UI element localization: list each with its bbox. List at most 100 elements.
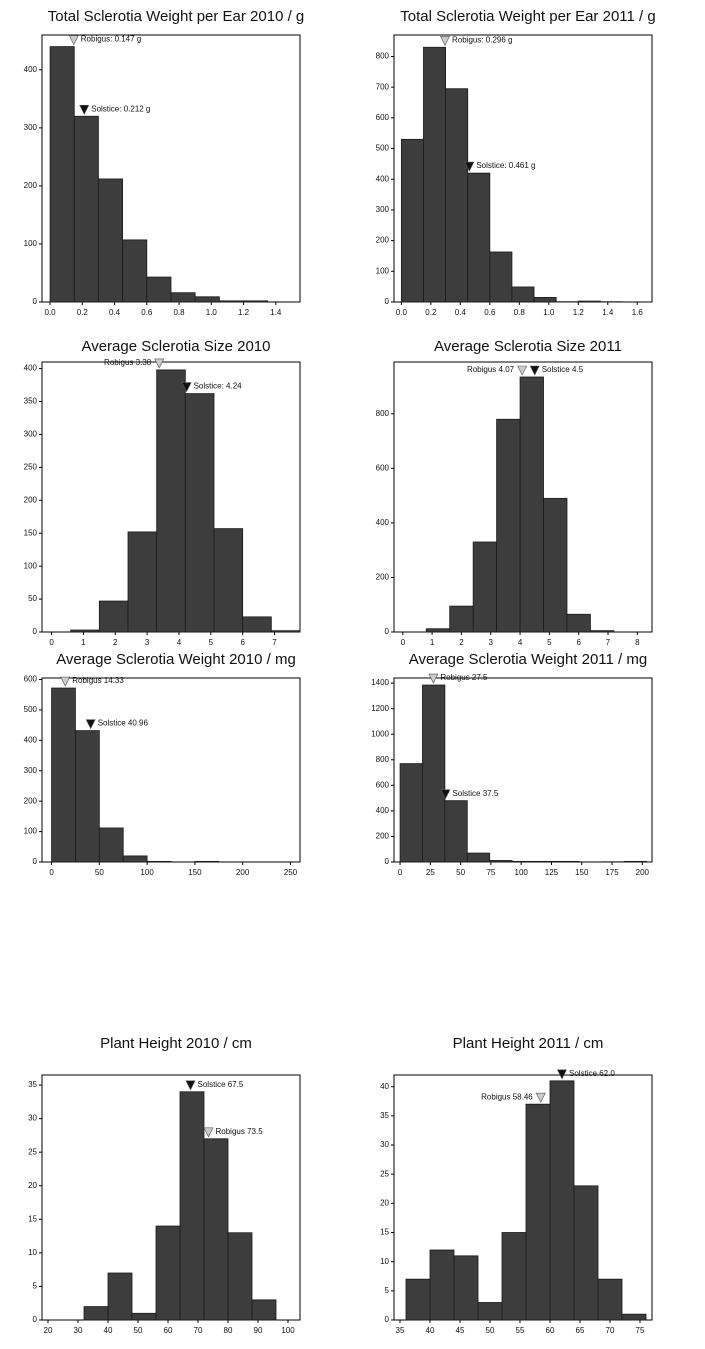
x-tick-label: 30 — [74, 1326, 83, 1335]
bar — [597, 1278, 623, 1321]
bar — [590, 630, 615, 633]
chart-title: Average Sclerotia Size 2010 — [81, 338, 270, 355]
bar — [466, 852, 491, 863]
x-tick-label: 250 — [284, 868, 298, 877]
y-tick-label: 800 — [376, 409, 390, 418]
chart-title: Total Sclerotia Weight per Ear 2010 / g — [48, 8, 305, 25]
y-tick-label: 400 — [24, 364, 38, 373]
y-tick-label: 20 — [380, 1198, 389, 1207]
y-tick-label: 200 — [24, 796, 38, 805]
bar — [423, 46, 447, 303]
bar — [623, 860, 647, 863]
x-tick-label: 1.6 — [632, 308, 644, 317]
x-tick-label: 175 — [605, 868, 619, 877]
x-tick-label: 20 — [44, 1326, 53, 1335]
bar — [429, 1249, 455, 1321]
bar — [399, 763, 423, 863]
y-tick-label: 500 — [24, 705, 38, 714]
marker-triangle — [181, 382, 192, 393]
y-tick-label: 100 — [24, 561, 38, 570]
y-tick-label: 250 — [24, 462, 38, 471]
x-tick-label: 25 — [426, 868, 435, 877]
x-tick-label: 0.2 — [425, 308, 437, 317]
x-tick-label: 6 — [576, 638, 581, 647]
x-tick-label: 0.0 — [45, 308, 57, 317]
x-tick-label: 1.2 — [238, 308, 250, 317]
x-tick-label: 150 — [575, 868, 589, 877]
x-tick-label: 1.0 — [206, 308, 218, 317]
bar — [556, 860, 580, 863]
marker-triangle — [68, 35, 79, 46]
x-tick-label: 50 — [95, 868, 104, 877]
bar — [449, 605, 474, 633]
marker-triangle — [60, 676, 71, 687]
bar — [194, 860, 220, 863]
annotation-label: Robigus: 0.296 g — [452, 35, 512, 44]
bar — [444, 800, 468, 863]
bar — [525, 1103, 551, 1321]
x-tick-label: 200 — [636, 868, 650, 877]
x-tick-label: 200 — [236, 868, 250, 877]
bar — [496, 418, 521, 633]
y-tick-label: 30 — [28, 1114, 37, 1123]
annotation-label: Solstice 67.5 — [198, 1080, 244, 1089]
bar — [400, 138, 424, 303]
marker-triangle — [440, 789, 451, 800]
bar — [73, 115, 99, 303]
bar — [422, 684, 446, 863]
x-tick-label: 0.6 — [141, 308, 153, 317]
y-tick-label: 300 — [24, 766, 38, 775]
x-tick-label: 0.2 — [77, 308, 89, 317]
bar — [70, 629, 100, 633]
bar — [83, 1306, 109, 1321]
x-tick-label: 40 — [104, 1326, 113, 1335]
bar — [98, 600, 129, 633]
x-tick-label: 0 — [401, 638, 406, 647]
y-tick-label: 100 — [376, 266, 390, 275]
x-tick-label: 0.4 — [455, 308, 467, 317]
marker-triangle — [440, 35, 450, 46]
bar — [543, 497, 568, 633]
bar — [501, 1232, 527, 1321]
chart-title: Average Sclerotia Weight 2010 / mg — [56, 651, 296, 668]
bar — [251, 1299, 277, 1321]
y-tick-label: 400 — [24, 65, 38, 74]
x-tick-label: 60 — [546, 1326, 555, 1335]
x-tick-label: 0.0 — [396, 308, 408, 317]
x-tick-label: 4 — [518, 638, 523, 647]
y-tick-label: 200 — [24, 495, 38, 504]
y-tick-label: 400 — [24, 735, 38, 744]
x-tick-label: 1.4 — [270, 308, 282, 317]
marker-triangle — [535, 1092, 546, 1103]
marker-triangle — [557, 1069, 567, 1080]
x-tick-label: 1.4 — [602, 308, 614, 317]
x-tick-label: 90 — [254, 1326, 263, 1335]
chart-panel: Average Sclerotia Weight 2010 / mg 0 100 20… — [24, 651, 301, 877]
x-tick-label: 2 — [459, 638, 464, 647]
bar — [477, 1302, 503, 1321]
y-tick-label: 600 — [376, 113, 390, 122]
bar — [218, 300, 244, 303]
y-tick-label: 50 — [28, 594, 37, 603]
y-tick-label: 400 — [376, 806, 390, 815]
bar — [75, 730, 100, 863]
y-tick-label: 5 — [33, 1282, 38, 1291]
marker-triangle — [85, 719, 96, 730]
chart-panel: Average Sclerotia Size 20100501001502002… — [24, 338, 301, 647]
y-tick-label: 5 — [385, 1286, 390, 1295]
bar — [270, 630, 301, 633]
x-tick-label: 100 — [281, 1326, 295, 1335]
chart-title: Plant Height 2011 / cm — [453, 1035, 604, 1052]
chart-title: Total Sclerotia Weight per Ear 2011 / g — [400, 8, 655, 25]
y-tick-label: 400 — [376, 518, 390, 527]
x-tick-label: 70 — [194, 1326, 203, 1335]
y-tick-label: 20 — [28, 1181, 37, 1190]
x-tick-label: 125 — [545, 868, 559, 877]
bar — [98, 827, 124, 863]
y-tick-label: 1200 — [371, 704, 389, 713]
annotation-label: Robigus 14.33 — [72, 676, 124, 685]
x-tick-label: 0.8 — [514, 308, 526, 317]
x-tick-label: 50 — [134, 1326, 143, 1335]
bar — [51, 687, 76, 863]
